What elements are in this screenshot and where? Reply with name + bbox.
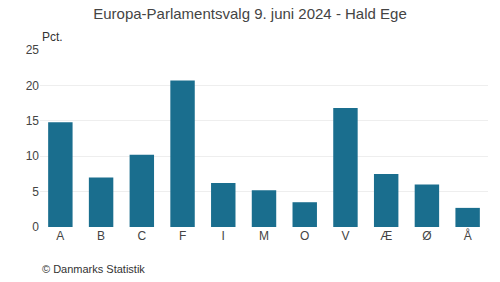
svg-text:M: M (259, 229, 269, 243)
svg-text:Å: Å (464, 228, 472, 243)
svg-text:V: V (341, 229, 349, 243)
svg-text:B: B (97, 229, 105, 243)
svg-text:Europa-Parlamentsvalg 9. juni: Europa-Parlamentsvalg 9. juni 2024 - Hal… (93, 5, 407, 22)
svg-text:Æ: Æ (380, 229, 392, 243)
svg-text:© Danmarks Statistik: © Danmarks Statistik (42, 263, 145, 275)
svg-text:10: 10 (26, 149, 40, 163)
svg-text:Pct.: Pct. (42, 30, 63, 44)
svg-text:C: C (137, 229, 146, 243)
svg-text:Ø: Ø (422, 229, 431, 243)
svg-text:F: F (179, 229, 186, 243)
svg-text:5: 5 (32, 185, 39, 199)
svg-text:25: 25 (26, 43, 40, 57)
svg-text:20: 20 (26, 79, 40, 93)
svg-text:0: 0 (32, 220, 39, 234)
svg-text:I: I (222, 229, 225, 243)
svg-text:15: 15 (26, 114, 40, 128)
svg-text:O: O (300, 229, 309, 243)
svg-text:A: A (56, 229, 64, 243)
